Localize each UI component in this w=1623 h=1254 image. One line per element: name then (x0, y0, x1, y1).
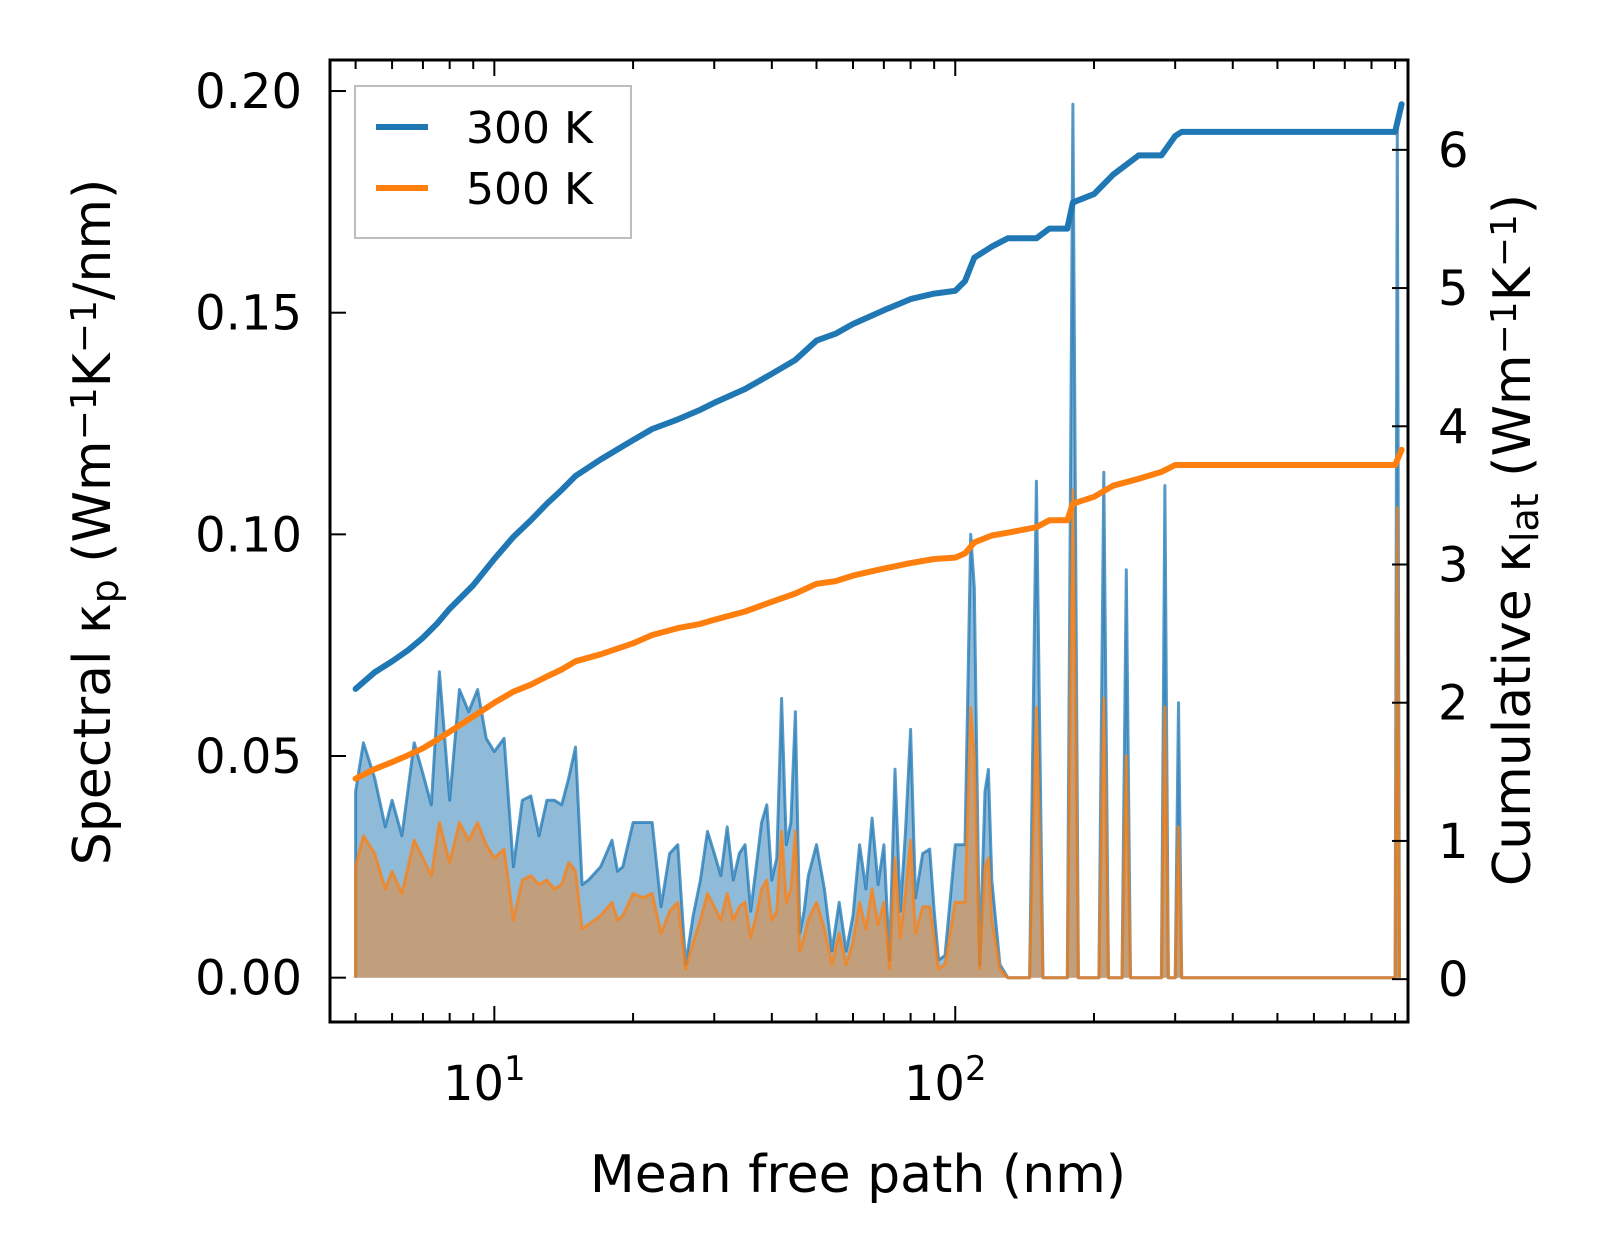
plot-frame (328, 58, 1410, 1024)
right-tick-label: 3 (1438, 537, 1469, 593)
legend: 300 K 500 K (354, 85, 632, 239)
x-tick-label: 101 (443, 1049, 526, 1112)
legend-box (354, 85, 632, 239)
right-tick-label: 1 (1438, 814, 1469, 870)
spectral-line-500k (354, 488, 1401, 980)
spectral-line-300k (354, 102, 1401, 980)
left-tick-label: 0.05 (195, 729, 302, 785)
left-tick-label: 0.15 (195, 286, 302, 342)
x-tick-label: 102 (904, 1049, 987, 1112)
left-tick-label: 0.00 (195, 951, 302, 1007)
left-axis-label: Spectral κp (Wm−1K−1/nm) (63, 179, 127, 866)
cumulative-line-300k (352, 101, 1405, 692)
right-tick-label: 2 (1438, 676, 1469, 732)
right-axis-label: Cumulative κlat (Wm−1K−1) (1483, 194, 1547, 886)
legend-label-300k: 300 K (466, 103, 594, 154)
right-tick-label: 5 (1438, 261, 1469, 317)
spectral-lines (354, 102, 1401, 980)
cumulative-lines (352, 101, 1405, 782)
cumulative-line-500k (352, 446, 1405, 782)
spectral-fill-500k (355, 490, 1400, 978)
right-tick-label: 6 (1438, 123, 1469, 179)
right-axis-ticks: 0 1 2 3 4 5 6 (1392, 123, 1469, 1008)
right-tick-label: 0 (1438, 952, 1469, 1008)
x-axis-ticks: 101 102 (354, 60, 1397, 1112)
left-tick-label: 0.20 (195, 64, 302, 120)
legend-label-500k: 500 K (466, 164, 594, 215)
right-tick-label: 4 (1438, 399, 1469, 455)
x-axis-label: Mean free path (nm) (590, 1145, 1126, 1205)
spectral-fills (355, 104, 1400, 978)
left-tick-label: 0.10 (195, 507, 302, 563)
left-axis-ticks: 0.00 0.05 0.10 0.15 0.20 (195, 64, 346, 1007)
spectral-fill-300k (355, 104, 1400, 978)
